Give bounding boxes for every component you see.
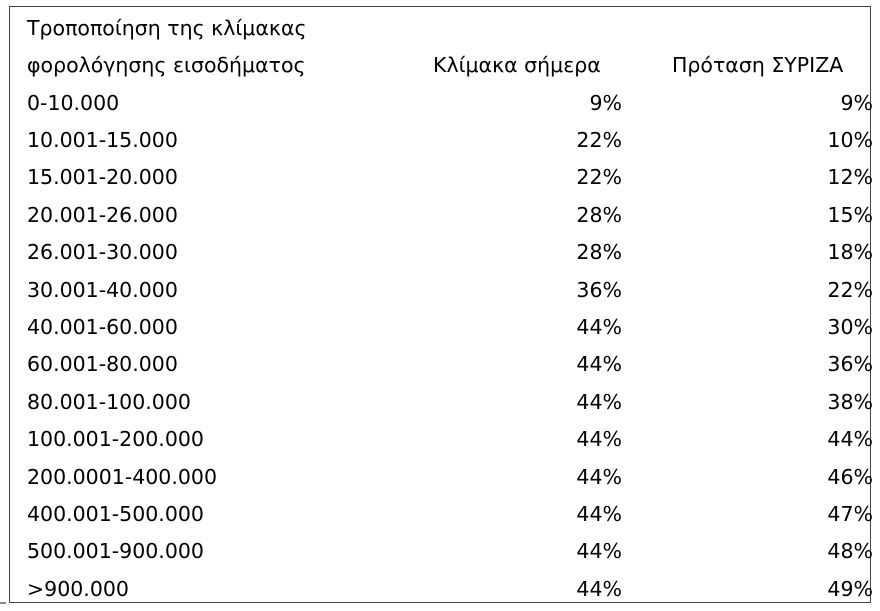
proposal-rate-cell: 49% (827, 576, 873, 601)
header-income-bracket-line2: φορολόγησης εισοδήματος (27, 53, 306, 77)
table-row: 80.001-100.000 44% 38% (27, 383, 874, 420)
table-row: >900.000 44% 49% (27, 570, 874, 607)
table-row: 20.001-26.000 28% 15% (27, 196, 874, 233)
proposal-rate-cell: 10% (827, 128, 873, 153)
proposal-rate-cell: 36% (827, 352, 873, 377)
current-rate-cell: 44% (576, 352, 622, 377)
current-rate-cell: 44% (576, 501, 622, 526)
table-row: 15.001-20.000 22% 12% (27, 159, 874, 196)
proposal-rate-cell: 9% (840, 90, 873, 115)
corner-mark (0, 602, 6, 604)
header-current-scale: Κλίμακα σήμερα (433, 53, 601, 77)
table-row: 10.001-15.000 22% 10% (27, 121, 874, 158)
current-rate-cell: 44% (576, 389, 622, 414)
current-rate-cell: 44% (576, 427, 622, 452)
income-bracket-cell: 30.001-40.000 (27, 277, 178, 302)
income-bracket-cell: 80.001-100.000 (27, 389, 191, 414)
table-row: 100.001-200.000 44% 44% (27, 421, 874, 458)
income-bracket-cell: 100.001-200.000 (27, 427, 204, 452)
current-rate-cell: 44% (576, 315, 622, 340)
current-rate-cell: 28% (576, 202, 622, 227)
income-bracket-cell: 60.001-80.000 (27, 352, 178, 377)
header-syriza-proposal: Πρόταση ΣΥΡΙΖΑ (672, 53, 844, 77)
table-frame (9, 6, 871, 603)
proposal-rate-cell: 47% (827, 501, 873, 526)
current-rate-cell: 36% (576, 277, 622, 302)
income-bracket-cell: 26.001-30.000 (27, 240, 178, 265)
income-bracket-cell: 500.001-900.000 (27, 539, 204, 564)
current-rate-cell: 22% (576, 128, 622, 153)
current-rate-cell: 22% (576, 165, 622, 190)
income-bracket-cell: 400.001-500.000 (27, 501, 204, 526)
table-row: 500.001-900.000 44% 48% (27, 533, 874, 570)
table-row: 30.001-40.000 36% 22% (27, 271, 874, 308)
current-rate-cell: 44% (576, 539, 622, 564)
income-bracket-cell: >900.000 (27, 576, 129, 601)
header-income-bracket: Τροποποίηση της κλίμακας φορολόγησης εισ… (27, 10, 433, 84)
current-rate-cell: 44% (576, 576, 622, 601)
income-bracket-cell: 15.001-20.000 (27, 165, 178, 190)
income-bracket-cell: 40.001-60.000 (27, 315, 178, 340)
income-bracket-cell: 200.0001-400.000 (27, 464, 217, 489)
proposal-rate-cell: 12% (827, 165, 873, 190)
proposal-rate-cell: 48% (827, 539, 873, 564)
income-bracket-cell: 0-10.000 (27, 90, 120, 115)
table-row: 200.0001-400.000 44% 46% (27, 458, 874, 495)
income-bracket-cell: 10.001-15.000 (27, 128, 178, 153)
table-body: 0-10.000 9% 9% 10.001-15.000 22% 10% 15.001-20… (27, 84, 874, 607)
table-row: 26.001-30.000 28% 18% (27, 234, 874, 271)
proposal-rate-cell: 46% (827, 464, 873, 489)
proposal-rate-cell: 38% (827, 389, 873, 414)
income-bracket-cell: 20.001-26.000 (27, 202, 178, 227)
table-row: 400.001-500.000 44% 47% (27, 495, 874, 532)
table-row: 40.001-60.000 44% 30% (27, 308, 874, 345)
current-rate-cell: 9% (589, 90, 622, 115)
proposal-rate-cell: 22% (827, 277, 873, 302)
proposal-rate-cell: 30% (827, 315, 873, 340)
proposal-rate-cell: 44% (827, 427, 873, 452)
tax-bracket-table: Τροποποίηση της κλίμακας φορολόγησης εισ… (27, 10, 874, 607)
proposal-rate-cell: 15% (827, 202, 873, 227)
header-income-bracket-line1: Τροποποίηση της κλίμακας (27, 16, 307, 40)
table-header-row: Τροποποίηση της κλίμακας φορολόγησης εισ… (27, 10, 874, 84)
current-rate-cell: 28% (576, 240, 622, 265)
table-row: 60.001-80.000 44% 36% (27, 346, 874, 383)
current-rate-cell: 44% (576, 464, 622, 489)
table-row: 0-10.000 9% 9% (27, 84, 874, 121)
proposal-rate-cell: 18% (827, 240, 873, 265)
